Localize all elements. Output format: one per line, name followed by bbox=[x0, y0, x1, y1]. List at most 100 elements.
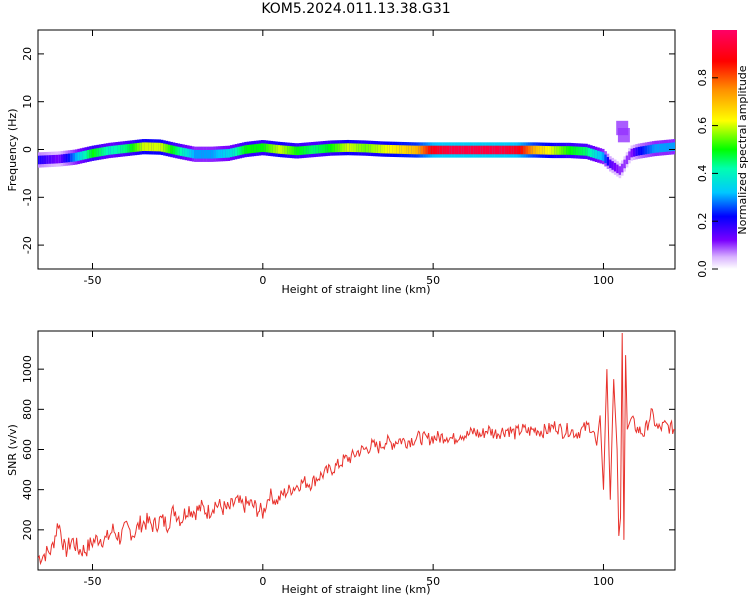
spectral-cell bbox=[649, 144, 653, 154]
spectral-cell bbox=[67, 153, 71, 163]
spectral-cell bbox=[651, 144, 655, 154]
spectral-cell bbox=[148, 142, 152, 152]
spectral-cell bbox=[466, 145, 469, 155]
spectral-cell bbox=[594, 150, 598, 159]
spectral-cell bbox=[535, 145, 538, 155]
spectral-cell bbox=[604, 154, 607, 164]
spectral-cell bbox=[139, 142, 142, 152]
spectral-cell bbox=[225, 149, 228, 158]
spectral-cell bbox=[601, 152, 605, 161]
spectral-cell bbox=[442, 145, 445, 155]
spectral-cell bbox=[544, 145, 548, 155]
spectral-cell bbox=[563, 146, 567, 155]
spectral-cell bbox=[463, 145, 467, 155]
spectral-cell bbox=[98, 147, 102, 157]
colorbar-tick-label: 0.8 bbox=[696, 69, 709, 87]
spectral-cell bbox=[616, 164, 619, 174]
spectral-cell bbox=[325, 144, 328, 153]
colorbar-label: Normalized spectral amplitude bbox=[736, 65, 749, 234]
spectral-cell bbox=[375, 144, 378, 154]
spectral-cell bbox=[597, 150, 600, 160]
spectral-cell bbox=[578, 146, 581, 156]
spectral-cell bbox=[516, 145, 519, 155]
spectral-cell bbox=[475, 145, 479, 155]
spectral-cell bbox=[182, 147, 185, 157]
spectral-cell bbox=[189, 149, 193, 158]
spectral-cell bbox=[322, 144, 326, 153]
spectral-cell bbox=[566, 146, 569, 155]
spectral-cell bbox=[256, 143, 259, 153]
spectral-cell bbox=[172, 145, 176, 155]
y-tick-label: 600 bbox=[21, 439, 34, 460]
spectral-cell bbox=[435, 145, 438, 155]
spectral-cell bbox=[477, 145, 481, 155]
spectral-cell bbox=[342, 143, 345, 153]
spectral-cell bbox=[315, 144, 319, 154]
spectral-cell bbox=[239, 146, 243, 155]
spectral-cell bbox=[671, 142, 674, 152]
spectral-cell bbox=[630, 148, 634, 158]
spectral-cell bbox=[454, 145, 457, 155]
spectral-cell bbox=[623, 159, 626, 169]
spectral-cell bbox=[65, 153, 69, 163]
spectral-cell bbox=[38, 155, 40, 165]
spectral-cell bbox=[673, 142, 675, 151]
spectral-cell bbox=[592, 149, 595, 158]
spectral-cell bbox=[468, 145, 471, 155]
spectral-cell bbox=[263, 143, 266, 153]
spectral-cell bbox=[232, 147, 235, 157]
spectral-cell bbox=[160, 143, 164, 152]
spectral-cell bbox=[492, 145, 495, 155]
spectral-cell bbox=[618, 166, 622, 175]
spectral-cell bbox=[656, 143, 660, 153]
spectral-cell bbox=[77, 152, 80, 161]
spectral-cell bbox=[270, 144, 274, 153]
colorbar-axes: 0.0 0.2 0.4 0.6 0.8 bbox=[696, 69, 718, 278]
spectral-cell bbox=[103, 146, 107, 156]
spectral-cell bbox=[621, 163, 624, 173]
spectral-cell bbox=[48, 155, 52, 164]
spectral-cell bbox=[580, 146, 584, 156]
spectral-cell bbox=[120, 144, 123, 154]
snr-series-line bbox=[38, 332, 675, 566]
spectral-cell bbox=[122, 144, 126, 154]
spectral-cell bbox=[389, 144, 393, 154]
spectral-cell bbox=[132, 143, 135, 153]
spectral-cell bbox=[437, 145, 440, 155]
spectral-cell bbox=[79, 151, 83, 161]
spectral-cell bbox=[210, 149, 214, 159]
snr-x-axis-label: Height of straight line (km) bbox=[281, 583, 430, 596]
spectral-cell bbox=[258, 143, 262, 153]
spectral-cell bbox=[420, 145, 424, 155]
spectral-cell bbox=[203, 149, 207, 159]
spectral-cell bbox=[461, 145, 464, 155]
spectral-cell bbox=[377, 144, 381, 154]
spectral-cell bbox=[387, 144, 390, 154]
spectral-cell bbox=[72, 153, 76, 162]
spectral-cell bbox=[423, 145, 426, 155]
spectral-cell bbox=[489, 145, 493, 155]
spectral-cell bbox=[353, 143, 357, 153]
spectral-cell bbox=[399, 145, 402, 154]
spectral-cell bbox=[530, 145, 533, 155]
figure-title: KOM5.2024.011.13.38.G31 bbox=[261, 1, 451, 17]
spectral-cell bbox=[218, 149, 221, 159]
colorbar-tick-label: 0.6 bbox=[696, 117, 709, 135]
spectral-cell bbox=[590, 148, 593, 158]
spectral-cell bbox=[668, 142, 672, 152]
spectral-cell bbox=[260, 143, 264, 152]
spectral-cell bbox=[556, 146, 560, 155]
spectral-cell bbox=[637, 146, 641, 156]
spectrogram-marks bbox=[38, 120, 675, 179]
spectral-cell bbox=[249, 144, 252, 154]
spectrogram-x-axis-label: Height of straight line (km) bbox=[281, 283, 430, 296]
spectral-cell bbox=[654, 144, 657, 153]
spectral-cell bbox=[151, 142, 154, 152]
spectral-cell bbox=[74, 152, 78, 162]
spectral-cell bbox=[167, 144, 171, 154]
spectral-cell bbox=[511, 145, 514, 155]
spectral-cell bbox=[427, 145, 431, 155]
spectral-cell bbox=[280, 145, 283, 154]
spectral-cell bbox=[432, 145, 436, 155]
spectral-cell bbox=[63, 154, 66, 163]
